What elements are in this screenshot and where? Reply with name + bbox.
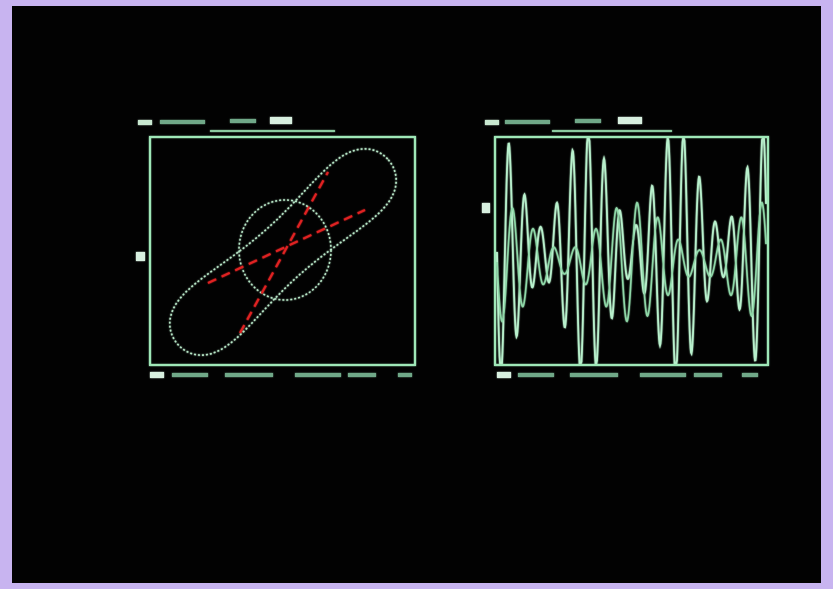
status-block	[398, 373, 412, 377]
trace	[496, 201, 767, 323]
status-block	[518, 373, 554, 377]
status-block	[497, 372, 511, 378]
status-block	[225, 373, 273, 377]
status-block	[230, 119, 256, 123]
lissajous-trace	[169, 147, 398, 357]
guide-line	[239, 171, 329, 334]
status-block	[150, 372, 164, 378]
status-block	[485, 120, 499, 125]
status-block	[348, 373, 376, 377]
status-block	[172, 373, 208, 377]
status-block	[160, 120, 205, 124]
screen-border	[494, 136, 769, 366]
trace-outer	[169, 147, 398, 357]
photo-frame	[12, 6, 821, 583]
red-guides	[207, 171, 366, 334]
marker	[136, 252, 145, 261]
status-block	[138, 120, 152, 125]
status-block	[742, 373, 758, 377]
trace-inner	[238, 199, 332, 301]
status-block	[575, 119, 601, 123]
status-block	[570, 373, 618, 377]
marker	[482, 203, 490, 213]
status-block	[640, 373, 686, 377]
status-block	[694, 373, 722, 377]
waveform-traces	[496, 138, 767, 364]
status-block	[270, 117, 292, 124]
status-block	[505, 120, 550, 124]
status-block	[618, 117, 642, 124]
status-block	[295, 373, 341, 377]
left-screen	[136, 117, 416, 378]
right-screen	[482, 117, 769, 378]
screen-border	[149, 136, 416, 366]
